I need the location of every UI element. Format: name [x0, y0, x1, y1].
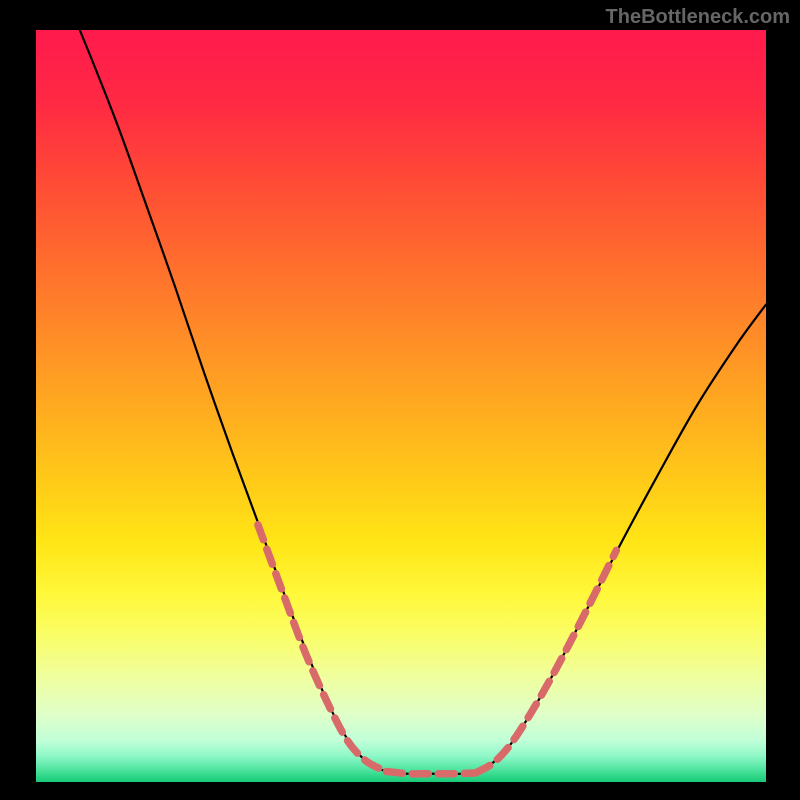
dash-overlay-bottom: [386, 771, 475, 773]
chart-container: TheBottleneck.com: [0, 0, 800, 800]
watermark-text: TheBottleneck.com: [606, 6, 790, 29]
plot-area: [36, 30, 766, 782]
gradient-background: [36, 30, 766, 782]
